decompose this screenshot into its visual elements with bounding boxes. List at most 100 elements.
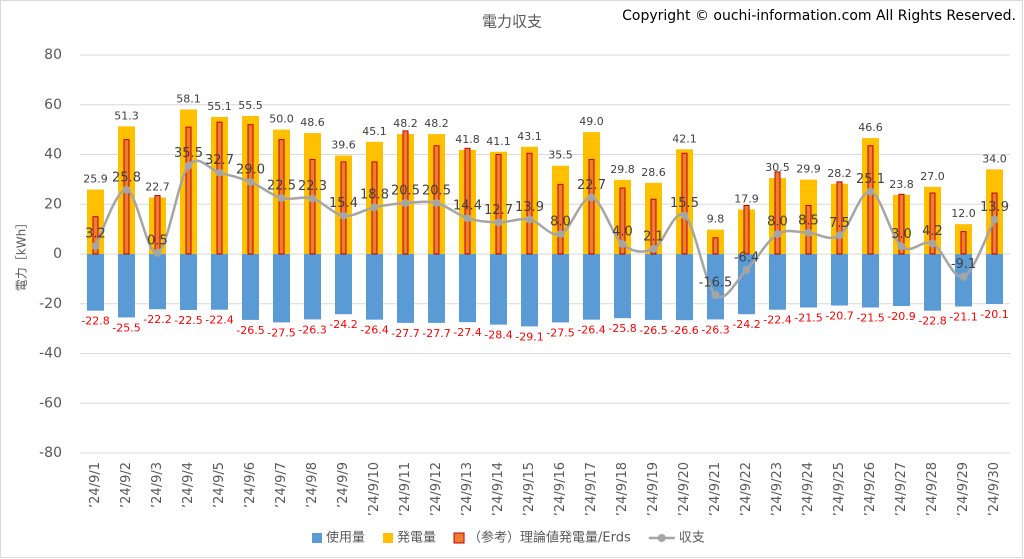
bar (366, 254, 383, 320)
data-label: 29.8 (610, 163, 635, 176)
data-label: 50.0 (269, 113, 294, 126)
bar (242, 254, 259, 320)
data-label: -22.8 (918, 315, 946, 328)
bar (464, 147, 471, 255)
data-label: 58.1 (176, 92, 201, 105)
bar (211, 254, 228, 310)
x-tick-label: ’24/9/14 (491, 462, 506, 516)
bar (428, 254, 445, 323)
x-tick-label: ’24/9/4 (181, 462, 196, 508)
legend-swatch (383, 533, 394, 543)
x-tick-label: ’24/9/9 (336, 462, 351, 508)
bar (123, 139, 130, 255)
bar (309, 158, 316, 255)
bar (738, 254, 755, 315)
data-label: -27.7 (391, 327, 419, 340)
y-tick-label: -60 (39, 395, 62, 411)
point (711, 291, 720, 300)
data-label: -26.5 (639, 324, 667, 337)
point (370, 203, 379, 212)
bar (769, 254, 786, 310)
data-label: 41.8 (455, 133, 480, 146)
data-label: 8.0 (767, 215, 788, 230)
bar (459, 254, 476, 323)
bar (149, 254, 166, 310)
data-label: 15.5 (670, 196, 699, 211)
data-label: -20.9 (887, 310, 915, 323)
data-label: 49.0 (579, 115, 604, 128)
data-label: 29.0 (236, 162, 265, 177)
bar (557, 183, 564, 255)
point (618, 240, 627, 249)
x-tick-label: ’24/9/18 (615, 462, 630, 516)
bar (402, 130, 409, 255)
point (215, 168, 224, 177)
data-label: -20.1 (980, 308, 1008, 321)
line (94, 159, 996, 299)
data-label: -29.1 (515, 330, 543, 343)
x-tick-label: ’24/9/20 (677, 462, 692, 516)
legend-marker (657, 534, 666, 542)
point (308, 194, 317, 203)
data-label: -27.5 (546, 326, 574, 339)
data-label: 9.8 (707, 213, 725, 226)
point (153, 248, 162, 257)
data-label: 48.6 (300, 116, 325, 129)
point (928, 239, 937, 248)
data-label: 22.7 (145, 181, 170, 194)
x-tick-label: ’24/9/23 (770, 462, 785, 516)
x-tick-label: ’24/9/5 (212, 462, 227, 508)
bar (340, 161, 347, 255)
bar (521, 254, 538, 327)
x-tick-label: ’24/9/30 (987, 462, 1002, 516)
data-label: 22.5 (267, 179, 296, 194)
data-label: -26.6 (670, 324, 698, 337)
data-label: -25.8 (608, 322, 636, 335)
x-tick-label: ’24/9/24 (801, 462, 816, 516)
y-tick-label: -20 (39, 296, 62, 312)
y-tick-label: 80 (44, 47, 62, 63)
data-label: 30.5 (765, 161, 790, 174)
legend-label: 発電量 (397, 531, 436, 546)
data-label: -27.5 (267, 326, 295, 339)
legend-label: 収支 (679, 531, 705, 546)
x-tick-label: ’24/9/2 (119, 462, 134, 508)
bar (712, 237, 719, 255)
bar (867, 145, 874, 255)
data-label: 42.1 (672, 132, 697, 145)
bar (831, 254, 848, 306)
y-tick-label: -80 (39, 445, 62, 461)
y-tick-label: 40 (44, 147, 62, 163)
data-label: 22.7 (577, 178, 606, 193)
data-label: 25.8 (112, 170, 141, 185)
bar (216, 121, 223, 255)
point (742, 265, 751, 274)
legend-label: 使用量 (326, 530, 365, 546)
data-label: 27.0 (920, 170, 945, 183)
x-tick-label: ’24/9/15 (522, 462, 537, 516)
point (246, 177, 255, 186)
x-tick-label: ’24/9/3 (150, 462, 165, 508)
x-tick-label: ’24/9/27 (894, 462, 909, 516)
point (432, 199, 441, 208)
y-tick-label: 20 (44, 196, 62, 212)
data-label: -22.4 (205, 314, 233, 327)
point (339, 211, 348, 220)
data-label: 39.6 (331, 138, 356, 151)
data-label: -21.5 (794, 311, 822, 324)
data-label: 28.2 (827, 167, 852, 180)
data-label: 48.2 (393, 117, 418, 130)
point (525, 215, 534, 224)
bar (800, 254, 817, 308)
x-tick-label: ’24/9/12 (429, 462, 444, 516)
y-tick-label: -40 (39, 346, 62, 362)
data-label: 8.5 (798, 213, 819, 228)
point (587, 193, 596, 202)
data-label: 22.3 (298, 179, 327, 194)
data-label: -26.3 (298, 323, 326, 336)
bar (650, 198, 657, 255)
x-tick-label: ’24/9/19 (646, 462, 661, 516)
data-label: 8.0 (550, 215, 571, 230)
bar (836, 181, 843, 255)
